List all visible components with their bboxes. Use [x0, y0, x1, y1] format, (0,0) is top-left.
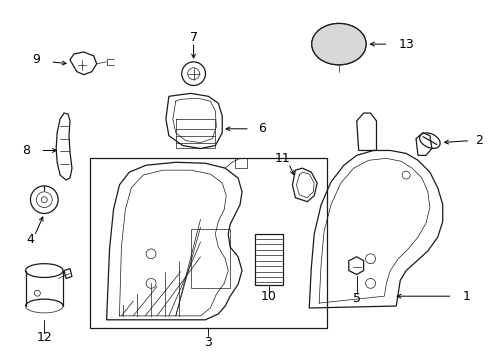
Text: 3: 3: [204, 336, 212, 349]
Text: 7: 7: [190, 31, 197, 44]
Bar: [255, 234, 283, 285]
Text: 10: 10: [261, 290, 277, 303]
Bar: [235, 158, 247, 168]
Text: 5: 5: [353, 292, 361, 305]
Text: 11: 11: [275, 152, 291, 165]
Text: 1: 1: [463, 290, 470, 303]
Text: 12: 12: [36, 331, 52, 344]
Bar: [191, 229, 230, 288]
Text: 13: 13: [398, 38, 414, 51]
Text: 2: 2: [475, 134, 483, 147]
Bar: [90, 158, 327, 328]
Text: 4: 4: [26, 233, 34, 246]
Text: 9: 9: [32, 53, 40, 66]
Text: 6: 6: [258, 122, 266, 135]
Text: 8: 8: [23, 144, 30, 157]
Ellipse shape: [312, 23, 366, 65]
